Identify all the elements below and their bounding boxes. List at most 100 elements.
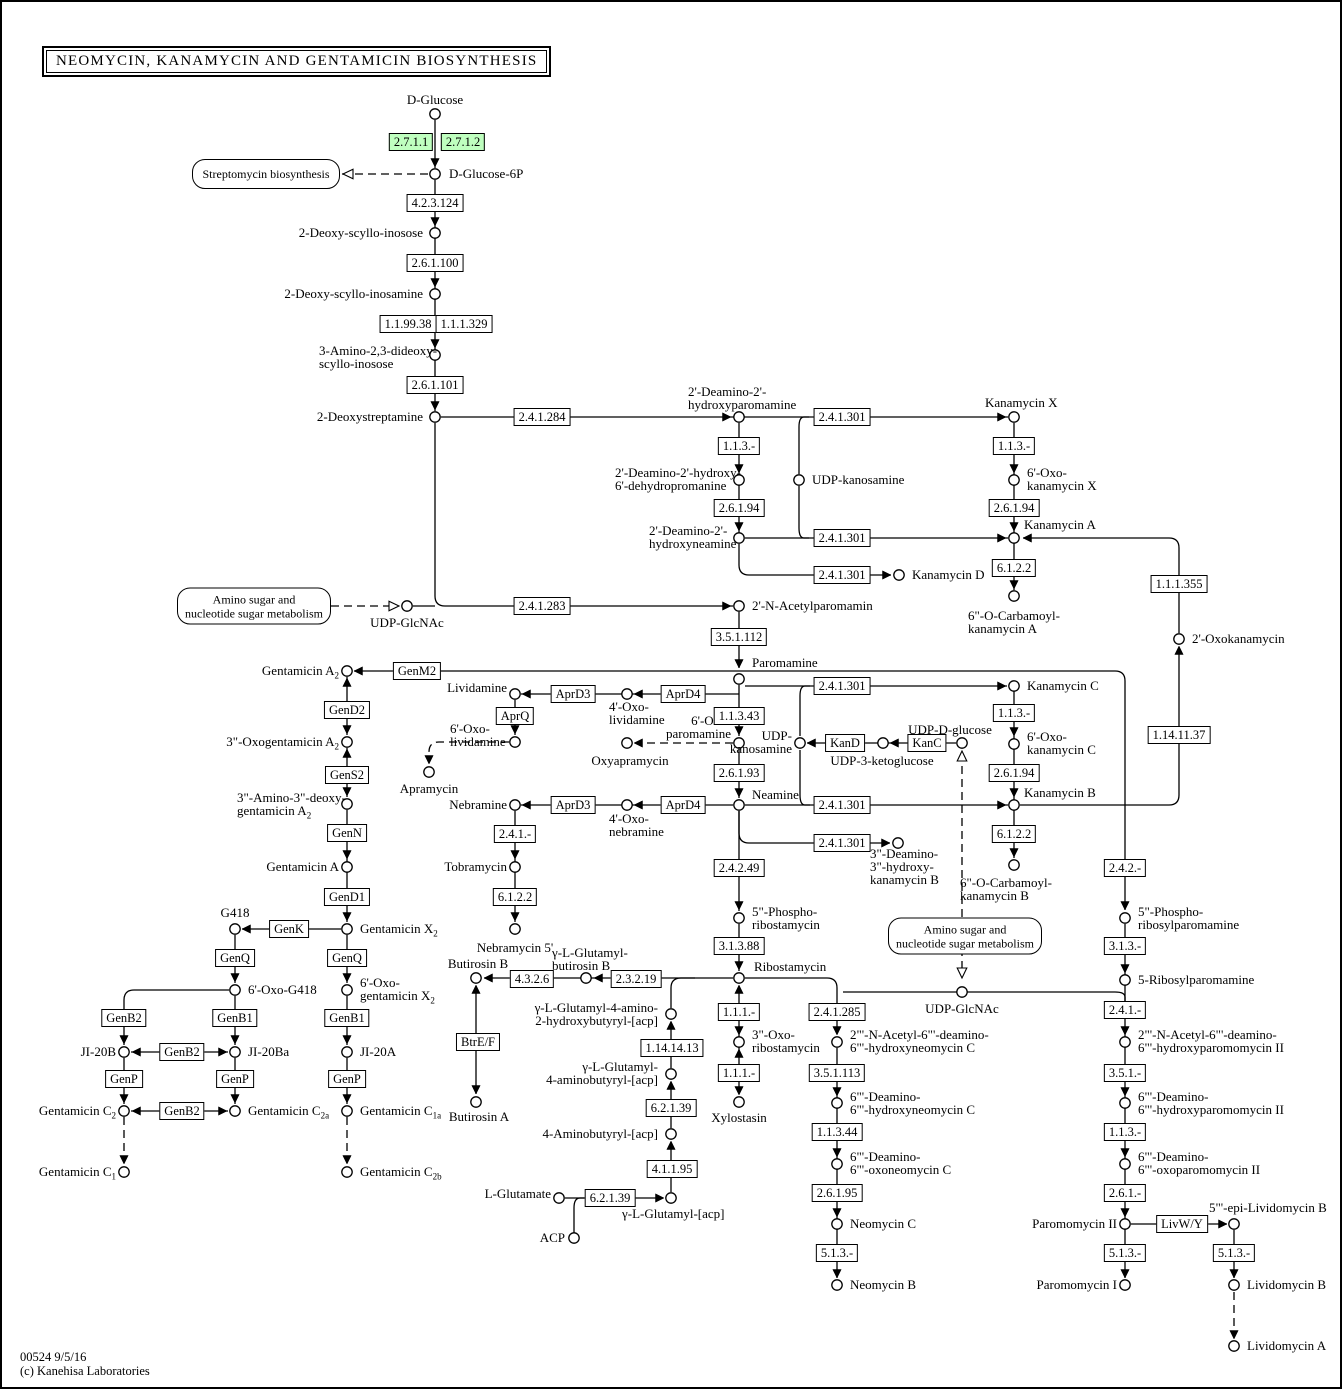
compound-node-6-oxo-gentamicin-x2[interactable] — [341, 984, 353, 996]
compound-node-udp-d-glucose[interactable] — [956, 737, 968, 749]
enzyme-box-1-1-3[interactable]: 1.1.3.- — [717, 437, 761, 455]
compound-node-gentamicin-a2[interactable] — [341, 665, 353, 677]
compound-node-gentamicin-c2b[interactable] — [341, 1166, 353, 1178]
compound-node-3-amino-3-deoxy-gentamicin-a2[interactable] — [341, 798, 353, 810]
compound-node-paromomycin-i[interactable] — [1119, 1279, 1131, 1291]
enzyme-box-1-1-99-38[interactable]: 1.1.99.38 — [379, 315, 437, 333]
compound-node-paromamine[interactable] — [733, 673, 745, 685]
enzyme-box-1-1-1-329[interactable]: 1.1.1.329 — [435, 315, 493, 333]
enzyme-box-genp[interactable]: GenP — [328, 1070, 366, 1088]
compound-node-4-oxo-lividamine[interactable] — [621, 688, 633, 700]
enzyme-box-livw-y[interactable]: LivW/Y — [1156, 1215, 1208, 1233]
enzyme-box-genm2[interactable]: GenM2 — [392, 662, 442, 680]
enzyme-box-kand[interactable]: KanD — [825, 734, 865, 752]
enzyme-box-genq[interactable]: GenQ — [327, 949, 367, 967]
compound-node-udp-kanosamine[interactable] — [794, 737, 806, 749]
enzyme-box-2-6-1-95[interactable]: 2.6.1.95 — [811, 1184, 863, 1202]
compound-node-5-phospho-ribostamycin[interactable] — [733, 912, 745, 924]
compound-node-lividomycin-a[interactable] — [1228, 1340, 1240, 1352]
enzyme-box-4-2-3-124[interactable]: 4.2.3.124 — [406, 194, 464, 212]
enzyme-box-2-4-1-284[interactable]: 2.4.1.284 — [513, 408, 571, 426]
compound-node-gamma-l-glutamyl-acp[interactable] — [665, 1192, 677, 1204]
enzyme-box-2-4-1-301[interactable]: 2.4.1.301 — [813, 408, 871, 426]
compound-node-ribostamycin[interactable] — [733, 972, 745, 984]
enzyme-box-1-1-3-43[interactable]: 1.1.3.43 — [713, 707, 765, 725]
compound-node-g418[interactable] — [229, 923, 241, 935]
compound-node-3-deamino-3-hydroxy-kanamycin-b[interactable] — [892, 837, 904, 849]
compound-node-udp-3-ketoglucose[interactable] — [877, 737, 889, 749]
enzyme-box-5-1-3[interactable]: 5.1.3.- — [1103, 1244, 1147, 1262]
compound-node-nebramine[interactable] — [509, 799, 521, 811]
compound-node-gamma-l-glutamyl-4-aminobutyryl-acp[interactable] — [665, 1068, 677, 1080]
enzyme-box-6-1-2-2[interactable]: 6.1.2.2 — [991, 825, 1037, 843]
compound-node-neamine[interactable] — [733, 799, 745, 811]
pathway-link-amino-sugar-and-nucleotide-sugar-metabolism[interactable]: Amino sugar and nucleotide sugar metaboli… — [177, 587, 331, 625]
enzyme-box-2-4-1-301[interactable]: 2.4.1.301 — [813, 677, 871, 695]
enzyme-box-2-4-1[interactable]: 2.4.1.- — [493, 825, 537, 843]
compound-node-6-o-carbamoyl-kanamycin-a[interactable] — [1008, 590, 1020, 602]
compound-node-l-glutamate[interactable] — [553, 1192, 565, 1204]
compound-node-gentamicin-c1[interactable] — [118, 1166, 130, 1178]
enzyme-box-genb2[interactable]: GenB2 — [159, 1043, 205, 1061]
compound-node-udp-glcnac[interactable] — [956, 986, 968, 998]
enzyme-box-1-1-3[interactable]: 1.1.3.- — [992, 437, 1036, 455]
enzyme-box-genb1[interactable]: GenB1 — [212, 1009, 258, 1027]
compound-node-kanamycin-a[interactable] — [1008, 532, 1020, 544]
enzyme-box-1-14-14-13[interactable]: 1.14.14.13 — [640, 1039, 704, 1057]
enzyme-box-6-1-2-2[interactable]: 6.1.2.2 — [991, 559, 1037, 577]
enzyme-box-2-6-1-101[interactable]: 2.6.1.101 — [406, 376, 464, 394]
enzyme-box-1-1-1-355[interactable]: 1.1.1.355 — [1150, 575, 1208, 593]
enzyme-box-1-1-1[interactable]: 1.1.1.- — [717, 1064, 761, 1082]
enzyme-box-5-1-3[interactable]: 5.1.3.- — [815, 1244, 859, 1262]
enzyme-box-5-1-3[interactable]: 5.1.3.- — [1212, 1244, 1256, 1262]
enzyme-box-2-4-1-301[interactable]: 2.4.1.301 — [813, 796, 871, 814]
compound-node-gamma-l-glutamyl-4-amino-2-hydroxybutyryl-acp[interactable] — [665, 1008, 677, 1020]
enzyme-box-6-1-2-2[interactable]: 6.1.2.2 — [492, 888, 538, 906]
enzyme-box-2-4-1-301[interactable]: 2.4.1.301 — [813, 834, 871, 852]
compound-node-3-oxo-ribostamycin[interactable] — [733, 1036, 745, 1048]
enzyme-box-6-2-1-39[interactable]: 6.2.1.39 — [584, 1189, 636, 1207]
pathway-link-amino-sugar-and-nucleotide-sugar-metabolism[interactable]: Amino sugar and nucleotide sugar metaboli… — [888, 917, 1042, 955]
enzyme-box-2-3-2-19[interactable]: 2.3.2.19 — [610, 970, 662, 988]
enzyme-box-gend2[interactable]: GenD2 — [323, 701, 371, 719]
compound-node-kanamycin-x[interactable] — [1008, 411, 1020, 423]
compound-node-6-oxo-kanamycin-x[interactable] — [1008, 474, 1020, 486]
enzyme-box-3-1-3-88[interactable]: 3.1.3.88 — [713, 937, 765, 955]
enzyme-box-2-4-1-283[interactable]: 2.4.1.283 — [513, 597, 571, 615]
enzyme-box-2-4-2[interactable]: 2.4.2.- — [1103, 859, 1147, 877]
enzyme-box-1-1-3[interactable]: 1.1.3.- — [1103, 1123, 1147, 1141]
compound-node-4-oxo-nebramine[interactable] — [621, 799, 633, 811]
compound-node-d-glucose[interactable] — [429, 108, 441, 120]
compound-node-neomycin-b[interactable] — [831, 1279, 843, 1291]
compound-node-gentamicin-x2[interactable] — [341, 923, 353, 935]
compound-node-acp[interactable] — [568, 1232, 580, 1244]
compound-node-3-oxogentamicin-a2[interactable] — [341, 736, 353, 748]
compound-node-2-deamino-2-hydroxyneamine[interactable] — [733, 532, 745, 544]
compound-node-6-o-carbamoyl-kanamycin-b[interactable] — [1008, 859, 1020, 871]
compound-node-5-epi-lividomycin-b[interactable] — [1228, 1218, 1240, 1230]
compound-node-6-deamino-6-oxoparomomycin-ii[interactable] — [1119, 1158, 1131, 1170]
compound-node-paromomycin-ii[interactable] — [1119, 1218, 1131, 1230]
enzyme-box-genq[interactable]: GenQ — [215, 949, 255, 967]
compound-node-butirosin-b[interactable] — [470, 972, 482, 984]
enzyme-box-aprd3[interactable]: AprD3 — [550, 685, 596, 703]
enzyme-box-2-6-1-93[interactable]: 2.6.1.93 — [713, 764, 765, 782]
compound-node-2-n-acetyl-6-deamino-6-hydroxyparomomycin-ii[interactable] — [1119, 1036, 1131, 1048]
compound-node-6-oxo-g418[interactable] — [229, 984, 241, 996]
compound-node-gentamicin-a[interactable] — [341, 861, 353, 873]
enzyme-box-2-6-1-100[interactable]: 2.6.1.100 — [406, 254, 464, 272]
compound-node-ji-20ba[interactable] — [229, 1046, 241, 1058]
enzyme-box-2-4-1-301[interactable]: 2.4.1.301 — [813, 566, 871, 584]
enzyme-box-4-1-1-95[interactable]: 4.1.1.95 — [646, 1160, 698, 1178]
compound-node-apramycin[interactable] — [423, 766, 435, 778]
enzyme-box-genb1[interactable]: GenB1 — [324, 1009, 370, 1027]
enzyme-box-1-14-11-37[interactable]: 1.14.11.37 — [1147, 726, 1211, 744]
compound-node-6-oxo-kanamycin-c[interactable] — [1008, 738, 1020, 750]
compound-node-2-deamino-2-hydroxyparomamine[interactable] — [733, 411, 745, 423]
compound-node-butirosin-a[interactable] — [470, 1096, 482, 1108]
compound-node-ji-20b[interactable] — [118, 1046, 130, 1058]
compound-node-2-n-acetyl-6-deamino-6-hydroxyneomycin-c[interactable] — [831, 1036, 843, 1048]
compound-node-2-n-acetylparomamin[interactable] — [733, 600, 745, 612]
compound-node-6-deamino-6-oxoneomycin-c[interactable] — [831, 1158, 843, 1170]
compound-node-kanamycin-d[interactable] — [893, 569, 905, 581]
